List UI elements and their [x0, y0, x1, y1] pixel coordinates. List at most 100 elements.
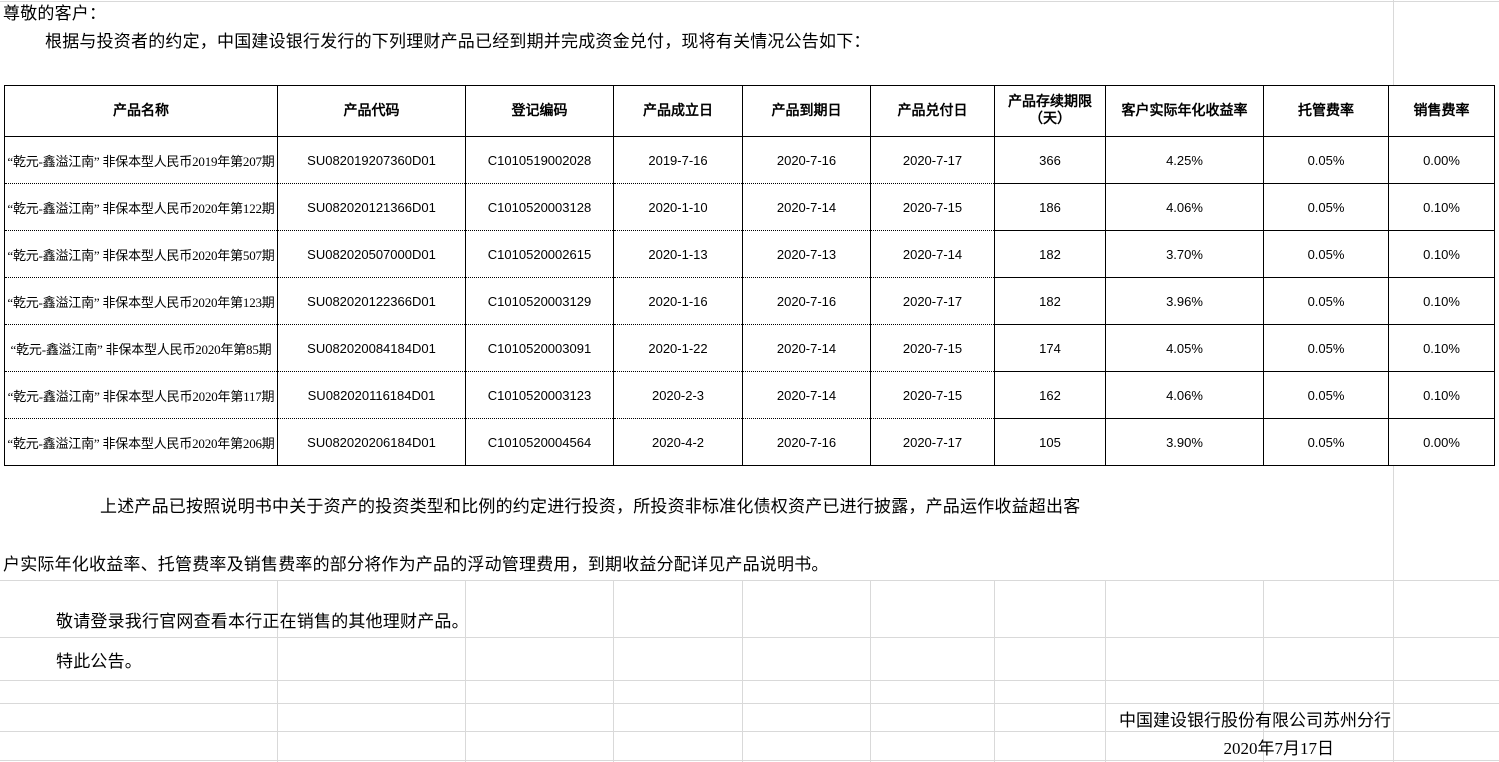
cell-custody-fee: 0.05%	[1263, 136, 1389, 184]
website-notice-paragraph: 敬请登录我行官网查看本行正在销售的其他理财产品。	[56, 612, 469, 631]
cell-custody-fee: 0.05%	[1263, 277, 1389, 325]
cell-product-name: “乾元-鑫溢江南” 非保本型人民币2020年第117期	[4, 371, 278, 419]
cell-maturity-date: 2020-7-16	[742, 136, 871, 184]
cell-payment-date: 2020-7-15	[870, 324, 995, 372]
table-row: “乾元-鑫溢江南” 非保本型人民币2020年第85期 SU08202008418…	[4, 324, 1495, 372]
cell-custody-fee: 0.05%	[1263, 371, 1389, 419]
cell-payment-date: 2020-7-15	[870, 371, 995, 419]
cell-payment-date: 2020-7-15	[870, 183, 995, 231]
cell-product-name: “乾元-鑫溢江南” 非保本型人民币2020年第85期	[4, 324, 278, 372]
cell-actual-yield: 3.90%	[1105, 418, 1264, 466]
cell-sales-fee: 0.10%	[1388, 183, 1495, 231]
announcement-closing: 特此公告。	[56, 652, 142, 671]
cell-registration-code: C1010520003129	[465, 277, 614, 325]
cell-maturity-date: 2020-7-14	[742, 183, 871, 231]
signature-date: 2020年7月17日	[1223, 739, 1335, 758]
cell-product-name: “乾元-鑫溢江南” 非保本型人民币2020年第123期	[4, 277, 278, 325]
cell-maturity-date: 2020-7-13	[742, 230, 871, 278]
cell-custody-fee: 0.05%	[1263, 324, 1389, 372]
cell-duration-days: 366	[994, 136, 1106, 184]
cell-registration-code: C1010519002028	[465, 136, 614, 184]
cell-custody-fee: 0.05%	[1263, 230, 1389, 278]
cell-product-code: SU082020122366D01	[277, 277, 466, 325]
col-header-custody-fee: 托管费率	[1263, 85, 1389, 137]
cell-product-code: SU082020507000D01	[277, 230, 466, 278]
cell-product-code: SU082020116184D01	[277, 371, 466, 419]
cell-maturity-date: 2020-7-16	[742, 418, 871, 466]
cell-actual-yield: 4.25%	[1105, 136, 1264, 184]
table-row: “乾元-鑫溢江南” 非保本型人民币2020年第122期 SU0820201213…	[4, 183, 1495, 231]
table-row: “乾元-鑫溢江南” 非保本型人民币2020年第117期 SU0820201161…	[4, 371, 1495, 419]
table-row: “乾元-鑫溢江南” 非保本型人民币2020年第507期 SU0820205070…	[4, 230, 1495, 278]
cell-custody-fee: 0.05%	[1263, 183, 1389, 231]
cell-sales-fee: 0.10%	[1388, 230, 1495, 278]
cell-product-name: “乾元-鑫溢江南” 非保本型人民币2020年第122期	[4, 183, 278, 231]
table-row: “乾元-鑫溢江南” 非保本型人民币2019年第207期 SU0820192073…	[4, 136, 1495, 184]
cell-duration-days: 162	[994, 371, 1106, 419]
cell-establish-date: 2019-7-16	[613, 136, 743, 184]
col-header-establish-date: 产品成立日	[613, 85, 743, 137]
col-header-duration-days: 产品存续期限（天）	[994, 85, 1106, 137]
products-table-container: 产品名称 产品代码 登记编码 产品成立日 产品到期日 产品兑付日 产品存续期限（…	[4, 85, 1495, 466]
cell-establish-date: 2020-1-10	[613, 183, 743, 231]
cell-establish-date: 2020-1-13	[613, 230, 743, 278]
cell-sales-fee: 0.00%	[1388, 136, 1495, 184]
cell-actual-yield: 4.06%	[1105, 371, 1264, 419]
cell-maturity-date: 2020-7-16	[742, 277, 871, 325]
signature-company: 中国建设银行股份有限公司苏州分行	[1119, 711, 1391, 730]
cell-sales-fee: 0.00%	[1388, 418, 1495, 466]
cell-establish-date: 2020-4-2	[613, 418, 743, 466]
cell-actual-yield: 3.70%	[1105, 230, 1264, 278]
cell-registration-code: C1010520002615	[465, 230, 614, 278]
col-header-maturity-date: 产品到期日	[742, 85, 871, 137]
cell-product-name: “乾元-鑫溢江南” 非保本型人民币2020年第206期	[4, 418, 278, 466]
cell-duration-days: 182	[994, 230, 1106, 278]
cell-actual-yield: 3.96%	[1105, 277, 1264, 325]
table-row: “乾元-鑫溢江南” 非保本型人民币2020年第123期 SU0820201223…	[4, 277, 1495, 325]
cell-establish-date: 2020-1-16	[613, 277, 743, 325]
col-header-product-code: 产品代码	[277, 85, 466, 137]
cell-registration-code: C1010520003123	[465, 371, 614, 419]
closing-paragraph-line2: 户实际年化收益率、托管费率及销售费率的部分将作为产品的浮动管理费用，到期收益分配…	[3, 555, 829, 574]
cell-maturity-date: 2020-7-14	[742, 371, 871, 419]
cell-registration-code: C1010520003128	[465, 183, 614, 231]
cell-product-code: SU082020121366D01	[277, 183, 466, 231]
col-header-actual-yield: 客户实际年化收益率	[1105, 85, 1264, 137]
cell-product-code: SU082019207360D01	[277, 136, 466, 184]
cell-custody-fee: 0.05%	[1263, 418, 1389, 466]
cell-establish-date: 2020-1-22	[613, 324, 743, 372]
cell-actual-yield: 4.05%	[1105, 324, 1264, 372]
cell-sales-fee: 0.10%	[1388, 324, 1495, 372]
cell-sales-fee: 0.10%	[1388, 371, 1495, 419]
intro-paragraph: 根据与投资者的约定，中国建设银行发行的下列理财产品已经到期并完成资金兑付，现将有…	[45, 32, 871, 51]
table-row: “乾元-鑫溢江南” 非保本型人民币2020年第206期 SU0820202061…	[4, 418, 1495, 466]
col-header-product-name: 产品名称	[4, 85, 278, 137]
cell-establish-date: 2020-2-3	[613, 371, 743, 419]
cell-payment-date: 2020-7-17	[870, 277, 995, 325]
col-header-registration-code: 登记编码	[465, 85, 614, 137]
cell-product-code: SU082020206184D01	[277, 418, 466, 466]
cell-actual-yield: 4.06%	[1105, 183, 1264, 231]
cell-payment-date: 2020-7-17	[870, 136, 995, 184]
cell-duration-days: 174	[994, 324, 1106, 372]
matured-products-table: 产品名称 产品代码 登记编码 产品成立日 产品到期日 产品兑付日 产品存续期限（…	[4, 85, 1495, 466]
cell-payment-date: 2020-7-14	[870, 230, 995, 278]
cell-sales-fee: 0.10%	[1388, 277, 1495, 325]
cell-product-code: SU082020084184D01	[277, 324, 466, 372]
closing-paragraph-line1: 上述产品已按照说明书中关于资产的投资类型和比例的约定进行投资，所投资非标准化债权…	[100, 497, 1081, 516]
cell-duration-days: 182	[994, 277, 1106, 325]
table-header-row: 产品名称 产品代码 登记编码 产品成立日 产品到期日 产品兑付日 产品存续期限（…	[4, 85, 1495, 137]
cell-duration-days: 186	[994, 183, 1106, 231]
table-body: “乾元-鑫溢江南” 非保本型人民币2019年第207期 SU0820192073…	[4, 136, 1495, 466]
cell-duration-days: 105	[994, 418, 1106, 466]
salutation-text: 尊敬的客户：	[3, 4, 107, 23]
cell-payment-date: 2020-7-17	[870, 418, 995, 466]
cell-maturity-date: 2020-7-14	[742, 324, 871, 372]
cell-product-name: “乾元-鑫溢江南” 非保本型人民币2020年第507期	[4, 230, 278, 278]
cell-product-name: “乾元-鑫溢江南” 非保本型人民币2019年第207期	[4, 136, 278, 184]
col-header-sales-fee: 销售费率	[1388, 85, 1495, 137]
col-header-payment-date: 产品兑付日	[870, 85, 995, 137]
cell-registration-code: C1010520004564	[465, 418, 614, 466]
cell-registration-code: C1010520003091	[465, 324, 614, 372]
